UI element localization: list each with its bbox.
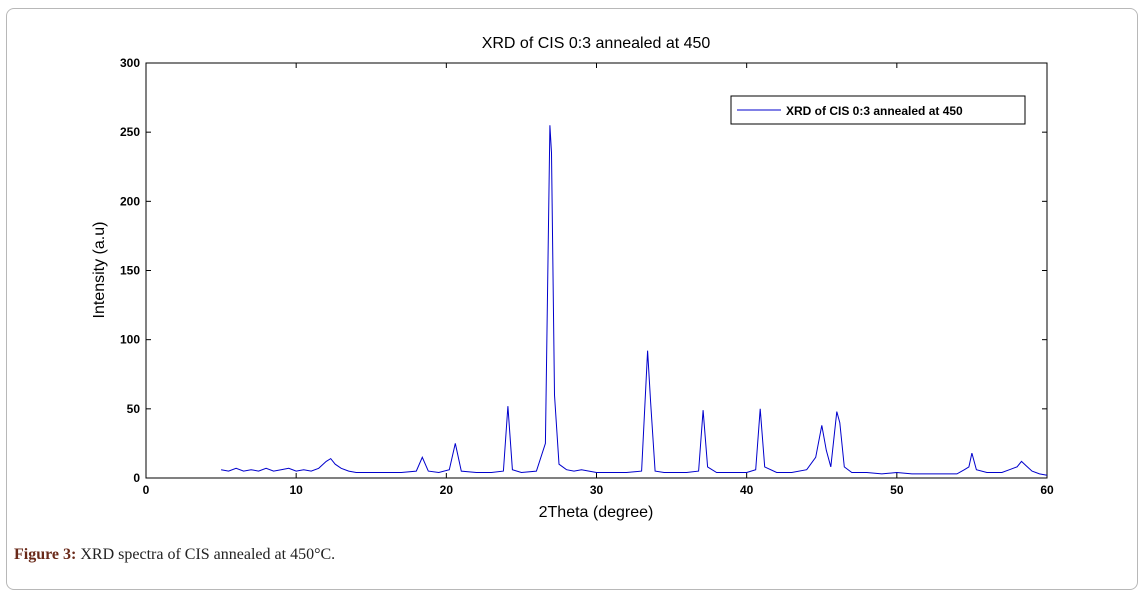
caption-label: Figure 3: — [14, 546, 77, 563]
x-tick-label: 40 — [740, 483, 754, 497]
xrd-series-line — [221, 125, 1048, 476]
x-axis-label: 2Theta (degree) — [539, 504, 654, 521]
x-tick-label: 60 — [1040, 483, 1054, 497]
figure-caption: Figure 3: XRD spectra of CIS annealed at… — [14, 546, 335, 564]
legend-entry-label: XRD of CIS 0:3 annealed at 450 — [786, 104, 963, 118]
legend: XRD of CIS 0:3 annealed at 450 — [730, 95, 1026, 125]
x-tick-label: 20 — [440, 483, 454, 497]
y-tick-label: 0 — [133, 471, 140, 485]
plot-area-border — [145, 62, 1048, 479]
chart-title: XRD of CIS 0:3 annealed at 450 — [482, 35, 711, 52]
x-tick-label: 50 — [890, 483, 904, 497]
caption-text: XRD spectra of CIS annealed at 450°C. — [76, 546, 336, 563]
y-axis-label: Intensity (a.u) — [91, 222, 108, 319]
x-tick-label: 10 — [289, 483, 303, 497]
y-tick-label: 200 — [120, 194, 140, 208]
y-tick-label: 50 — [127, 402, 141, 416]
x-tick-label: 30 — [590, 483, 604, 497]
y-tick-label: 150 — [120, 264, 140, 278]
x-tick-label: 0 — [143, 483, 150, 497]
y-tick-label: 100 — [120, 333, 140, 347]
y-tick-label: 300 — [120, 56, 140, 70]
x-axis-ticks: 0 10 20 30 40 50 60 — [143, 63, 1054, 497]
y-tick-label: 250 — [120, 125, 140, 139]
y-axis-ticks: 0 50 100 150 200 250 300 — [120, 56, 1047, 485]
